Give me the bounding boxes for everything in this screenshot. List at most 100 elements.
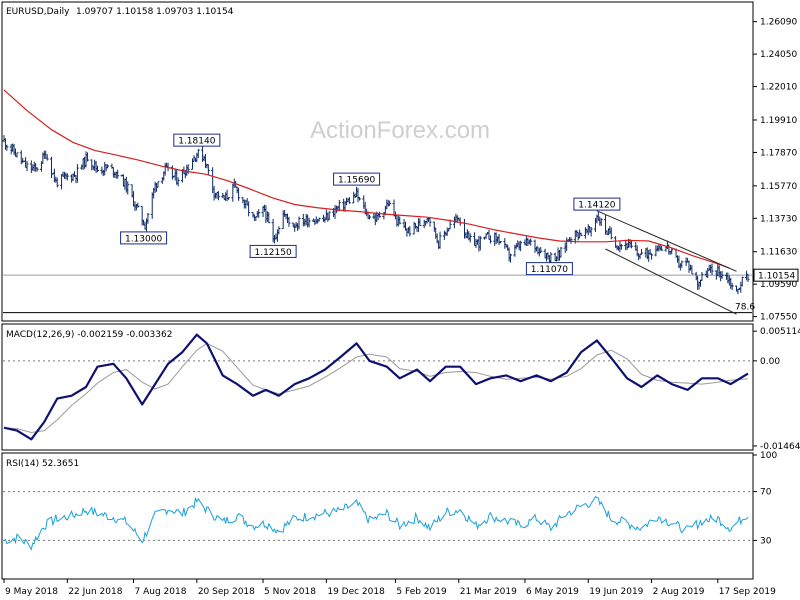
price-annotation-box xyxy=(249,244,297,258)
price-bar xyxy=(509,253,513,263)
x-tick-label: 7 Aug 2018 xyxy=(135,587,187,597)
price-bar xyxy=(267,212,271,224)
price-bar xyxy=(75,164,79,183)
price-bar xyxy=(498,241,502,244)
price-y-tick-label: 1.15770 xyxy=(760,182,797,192)
price-bar xyxy=(196,149,200,158)
price-bar xyxy=(559,246,563,258)
rsi-line xyxy=(3,495,749,551)
current-price-tag xyxy=(753,268,799,282)
price-bar xyxy=(257,209,261,218)
price-annotation-label: 1.13000 xyxy=(125,234,162,244)
price-annotation: 1.14120 xyxy=(573,197,621,211)
price-y-tick-label: 1.24050 xyxy=(760,50,797,60)
price-bar xyxy=(49,156,53,179)
x-tick-label: 19 Jun 2019 xyxy=(589,587,643,597)
price-bar xyxy=(146,212,150,224)
price-bar xyxy=(589,226,593,237)
price-bar xyxy=(216,191,220,201)
price-bar xyxy=(237,187,241,201)
rsi-y-tick-label: 30 xyxy=(760,536,772,546)
macd-y-tick-label: 0.00 xyxy=(760,357,780,367)
price-bar xyxy=(428,217,432,227)
macd-line xyxy=(3,333,749,441)
price-bar xyxy=(660,245,664,251)
price-bar xyxy=(106,164,110,169)
price-bar xyxy=(45,154,49,161)
rsi-panel-frame xyxy=(1,452,754,580)
price-bar xyxy=(388,200,392,206)
price-bar xyxy=(700,272,704,281)
price-bar xyxy=(206,164,210,175)
price-y-tick-label: 1.26090 xyxy=(760,18,797,28)
x-tick-label: 20 Sep 2018 xyxy=(198,587,255,597)
x-tick-label: 19 Dec 2018 xyxy=(327,587,385,597)
macd-panel-frame xyxy=(1,323,754,451)
x-tick-label: 21 Mar 2019 xyxy=(460,587,517,597)
price-bar xyxy=(740,276,744,287)
price-bar xyxy=(176,177,180,187)
price-annotation-box xyxy=(173,133,221,147)
price-annotation-box xyxy=(573,197,621,211)
price-bar xyxy=(287,216,291,227)
price-annotation: 1.11070 xyxy=(525,262,573,276)
price-bar xyxy=(619,244,623,250)
rsi-title: RSI(14) 52.3651 xyxy=(6,459,79,469)
macd-y-tick-label: 0.005114 xyxy=(760,327,800,337)
price-y-tick-label: 1.09590 xyxy=(760,280,797,290)
macd-y-tick-label: -0.014647 xyxy=(760,442,800,452)
price-annotation-label: 1.14120 xyxy=(578,201,615,211)
price-bar xyxy=(690,265,694,275)
x-tick-label: 6 May 2019 xyxy=(526,587,579,597)
price-bar xyxy=(529,238,533,246)
price-annotation: 1.18140 xyxy=(173,133,221,147)
rsi-y-tick-label: 70 xyxy=(760,488,772,498)
price-bar xyxy=(650,253,654,260)
price-y-tick-label: 1.13730 xyxy=(760,214,797,224)
price-bar xyxy=(478,236,482,251)
price-bar xyxy=(539,246,543,254)
price-annotation-box xyxy=(525,262,573,276)
price-bar xyxy=(35,167,39,172)
chart-symbol: EURUSD,Daily xyxy=(6,7,70,17)
rsi-y-tick-label: 100 xyxy=(760,451,777,461)
channel-lower-line xyxy=(605,248,737,315)
price-panel-frame xyxy=(1,1,754,322)
price-bar xyxy=(378,211,382,218)
price-bar xyxy=(337,199,341,212)
price-bar xyxy=(357,196,361,201)
price-bar xyxy=(156,181,160,188)
price-y-tick-label: 1.22010 xyxy=(760,83,797,93)
price-y-tick-label: 1.07550 xyxy=(760,313,797,323)
price-bar xyxy=(408,226,412,237)
price-y-tick-label: 1.17870 xyxy=(760,148,797,158)
price-bar xyxy=(307,217,311,228)
price-annotation-label: 1.12150 xyxy=(254,248,291,258)
macd-title: MACD(12,26,9) -0.002159 -0.003362 xyxy=(6,330,172,340)
price-bar xyxy=(488,235,492,244)
price-bar xyxy=(468,233,472,243)
price-bar xyxy=(96,165,100,173)
price-annotation-box xyxy=(333,172,381,186)
price-annotation-label: 1.18140 xyxy=(178,137,215,147)
price-annotation: 1.13000 xyxy=(120,231,168,245)
price-bar xyxy=(609,227,613,240)
price-bar xyxy=(438,231,442,249)
current-price-label: 1.10154 xyxy=(758,272,795,282)
price-y-tick-label: 1.19910 xyxy=(760,116,797,126)
price-bar xyxy=(277,226,281,235)
price-bar xyxy=(629,240,633,249)
price-y-tick-label: 1.11630 xyxy=(760,248,797,258)
price-annotation: 1.15690 xyxy=(333,172,381,186)
price-annotation-label: 1.11070 xyxy=(531,265,568,275)
price-bar xyxy=(317,217,321,222)
price-bar xyxy=(65,173,69,181)
price-bar xyxy=(347,197,351,204)
price-bar xyxy=(670,248,674,255)
price-bar xyxy=(25,161,29,172)
price-bar xyxy=(599,218,603,227)
macd-plot xyxy=(3,333,752,441)
price-bar xyxy=(746,273,750,283)
rsi-plot xyxy=(3,491,752,551)
